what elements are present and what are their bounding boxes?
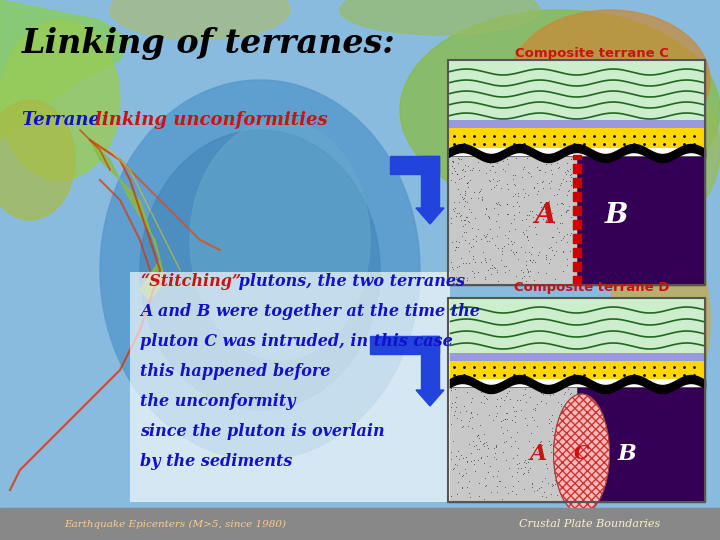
Bar <box>448 60 705 285</box>
Text: A: A <box>530 443 547 465</box>
Polygon shape <box>416 390 444 406</box>
Polygon shape <box>90 140 165 300</box>
Text: Linking of terranes:: Linking of terranes: <box>22 26 396 59</box>
Bar <box>448 60 705 120</box>
Ellipse shape <box>400 10 720 210</box>
Text: B: B <box>617 443 636 465</box>
Text: plutons, the two terranes: plutons, the two terranes <box>233 273 465 291</box>
Ellipse shape <box>554 394 610 514</box>
Ellipse shape <box>500 130 660 250</box>
Text: Terrane: Terrane <box>22 111 107 129</box>
Text: Crustal Plate Boundaries: Crustal Plate Boundaries <box>519 519 661 529</box>
Polygon shape <box>0 0 130 140</box>
Text: by the sediments: by the sediments <box>140 454 292 470</box>
Ellipse shape <box>0 20 120 180</box>
Bar <box>448 298 705 502</box>
Bar <box>448 387 577 502</box>
Text: A and B were together at the time the: A and B were together at the time the <box>140 303 480 321</box>
Bar <box>572 220 580 229</box>
Ellipse shape <box>0 100 75 220</box>
Text: Earthquake Epicenters (M>5, since 1980): Earthquake Epicenters (M>5, since 1980) <box>64 519 286 529</box>
Bar <box>572 155 580 159</box>
Ellipse shape <box>610 220 710 420</box>
Text: pluton C was intruded, in this case: pluton C was intruded, in this case <box>140 334 453 350</box>
Bar <box>577 387 705 502</box>
Bar <box>370 336 439 354</box>
Text: “Stitching”: “Stitching” <box>140 273 241 291</box>
Bar <box>448 128 705 148</box>
Bar <box>390 156 439 174</box>
Ellipse shape <box>580 70 720 230</box>
Bar <box>448 298 705 502</box>
Ellipse shape <box>100 80 420 460</box>
Bar <box>448 353 705 361</box>
Ellipse shape <box>140 130 380 410</box>
Ellipse shape <box>510 10 710 150</box>
Bar <box>448 120 705 128</box>
Bar <box>572 178 580 187</box>
Text: the unconformity: the unconformity <box>140 394 295 410</box>
Text: Composite terrane C: Composite terrane C <box>515 46 669 59</box>
Bar <box>572 276 580 285</box>
Text: A: A <box>534 202 555 229</box>
Text: C: C <box>574 445 589 463</box>
Bar <box>0 508 720 540</box>
Bar <box>448 298 705 353</box>
Bar <box>448 361 705 379</box>
Bar <box>572 234 580 243</box>
Bar <box>572 262 580 271</box>
Bar <box>448 60 705 285</box>
Text: linking unconformities: linking unconformities <box>95 111 328 129</box>
Ellipse shape <box>340 0 540 35</box>
Polygon shape <box>416 208 444 224</box>
Ellipse shape <box>190 120 370 360</box>
Text: Composite terrane D: Composite terrane D <box>514 281 670 294</box>
Text: this happened before: this happened before <box>140 363 330 381</box>
Ellipse shape <box>110 0 290 40</box>
Bar <box>421 156 439 210</box>
Bar <box>572 248 580 257</box>
Text: B: B <box>605 202 629 229</box>
Bar <box>577 156 705 285</box>
Bar <box>130 272 450 502</box>
Bar <box>572 164 580 173</box>
Bar <box>448 156 577 285</box>
Bar <box>572 192 580 201</box>
Text: since the pluton is overlain: since the pluton is overlain <box>140 423 384 441</box>
Bar <box>421 336 439 392</box>
Bar <box>572 206 580 215</box>
